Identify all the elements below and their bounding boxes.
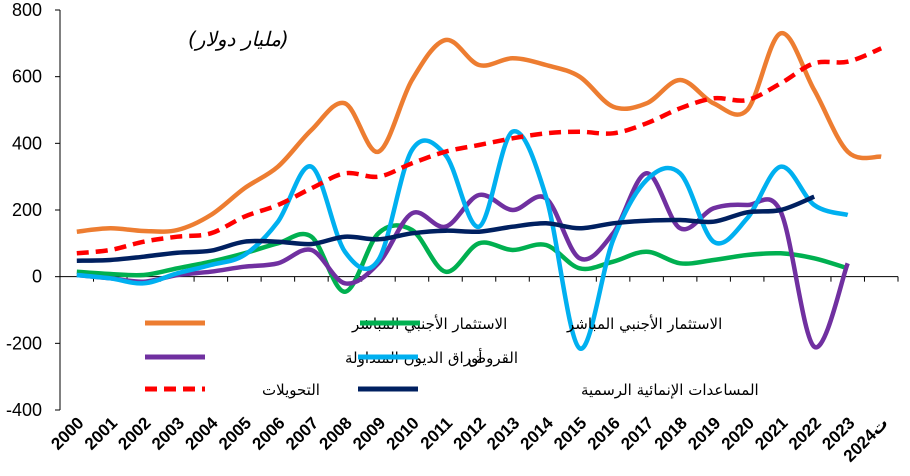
y-tick-label: -200	[6, 333, 42, 353]
x-tick-label: 2016	[584, 413, 624, 453]
x-tick-label: 2002	[114, 413, 154, 453]
legend-label-loans: القروض	[468, 349, 518, 367]
legend-label-fdi-green: الاستثمار الأجنبي المباشر	[566, 314, 722, 334]
y-tick-label: 200	[12, 200, 42, 220]
x-tick-label: 2020	[718, 413, 758, 453]
x-tick-label: 2018	[651, 413, 691, 453]
x-tick-label: 2013	[483, 413, 523, 453]
y-tick-label: 0	[32, 267, 42, 287]
x-tick-label: 2015	[550, 413, 590, 453]
legend-label-fdi-orange: الاستثمار الأجنبي المباشر	[351, 314, 507, 334]
y-tick-label: -400	[6, 400, 42, 420]
series-line-oda	[76, 194, 816, 263]
x-tick-label: 2010	[383, 413, 423, 453]
x-tick-label: 2011	[417, 413, 457, 453]
x-tick-label: 2021	[751, 413, 791, 453]
legend-label-oda: المساعدات الإنمائية الرسمية	[581, 381, 759, 399]
x-tick-label: 2000	[47, 413, 87, 453]
series-line-loans	[76, 129, 849, 351]
y-tick-label: 800	[12, 0, 42, 20]
series-lines	[76, 31, 883, 351]
x-tick-label: 2009	[349, 413, 389, 453]
y-tick-label: 600	[12, 67, 42, 87]
x-tick-label: 2001	[81, 413, 121, 453]
legend-label-remit: التحويلات	[262, 381, 320, 399]
series-line-debt	[76, 171, 850, 350]
x-tick-label: 2022	[785, 413, 825, 453]
x-tick-label: 2003	[148, 413, 188, 453]
x-tick-label: 2012	[450, 413, 490, 453]
legend: الاستثمار الأجنبي المباشر الاستثمار الأج…	[145, 314, 759, 399]
x-tick-label: 2006	[249, 413, 289, 453]
x-tick-label: 2017	[617, 413, 657, 453]
series-line-remit	[76, 46, 883, 256]
x-tick-label: 2008	[316, 413, 356, 453]
y-tick-label: 400	[12, 133, 42, 153]
unit-label: (مليار دولار)	[188, 27, 289, 51]
x-tick-label: 2004	[181, 413, 222, 454]
x-tick-label: 2005	[215, 413, 255, 453]
x-tick-label: 2014	[517, 413, 558, 454]
series-line-fdi_green	[76, 223, 849, 294]
x-tick-label: 2019	[684, 413, 724, 453]
x-tick-label: 2007	[282, 413, 322, 453]
